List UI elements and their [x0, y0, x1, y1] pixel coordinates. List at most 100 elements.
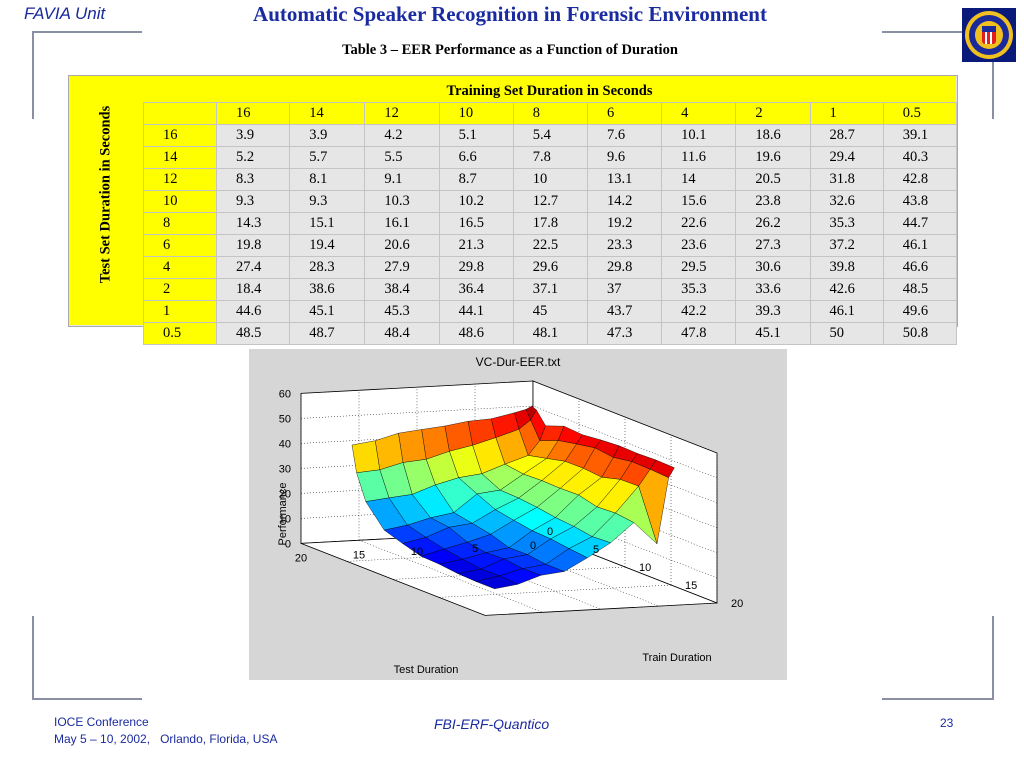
- table-cell: 39.8: [809, 256, 884, 279]
- train-tick-label: 0: [547, 526, 553, 538]
- test-duration-header: Test Set Duration in Seconds: [97, 105, 114, 284]
- table-cell: 22.6: [661, 212, 737, 235]
- table-cell: 14.3: [216, 212, 291, 235]
- table-cell: 16.1: [364, 212, 440, 235]
- conference-name: IOCE Conference: [54, 715, 149, 729]
- table-caption: Table 3 – EER Performance as a Function …: [342, 42, 678, 58]
- train-tick-label: 5: [593, 544, 599, 556]
- test-tick-label: 0: [530, 540, 536, 552]
- table-cell: 48.4: [364, 322, 440, 345]
- column-header: 8: [512, 102, 588, 125]
- table-cell: 8.1: [289, 168, 366, 191]
- table-cell: 39.3: [735, 300, 811, 323]
- table-cell: 6.6: [438, 146, 514, 169]
- table-cell: 29.5: [661, 256, 737, 279]
- table-cell: 38.4: [364, 278, 440, 301]
- table-row: 1 44.6 45.1 45.3 44.1 45 43.7 42.2 39.3 46.1 49.6: [142, 300, 958, 323]
- table-cell: 50: [809, 322, 884, 345]
- table-cell: 42.2: [661, 300, 737, 323]
- table-cell: 19.2: [586, 212, 663, 235]
- table-cell: 11.6: [661, 146, 737, 169]
- table-cell: 7.8: [512, 146, 588, 169]
- z-tick-label: 10: [279, 513, 291, 525]
- table-cell: 46.6: [882, 256, 958, 279]
- table-cell: 29.4: [809, 146, 884, 169]
- table-cell: 5.7: [289, 146, 366, 169]
- page-number: 23: [940, 716, 954, 730]
- fbi-seal-icon: [962, 8, 1016, 62]
- table-cell: 3.9: [289, 124, 366, 147]
- table-cell: 18.6: [735, 124, 811, 147]
- table-row: 2 18.4 38.6 38.4 36.4 37.1 37 35.3 33.6 42.6 48.5: [142, 278, 958, 301]
- table-cell: 23.6: [661, 234, 737, 257]
- table-row: 16 3.9 3.9 4.2 5.1 5.4 7.6 10.1 18.6 28.7 39.1: [142, 124, 958, 147]
- z-tick-label: 30: [279, 463, 291, 475]
- eer-table-container: Test Set Duration in Seconds Training Se…: [68, 75, 958, 345]
- table-cell: 45.1: [735, 322, 811, 345]
- table-cell: 44.1: [438, 300, 514, 323]
- surface-plot-panel: 0 10 20 30 40 50 60 0 5 10 15 20 0 5 10 15 20 VC-Dur-EER.…: [249, 349, 787, 680]
- table-cell: 40.3: [882, 146, 958, 169]
- table-cell: 30.6: [735, 256, 811, 279]
- table-cell: 13.1: [586, 168, 663, 191]
- table-cell: 26.2: [735, 212, 811, 235]
- row-header: 14: [142, 146, 218, 169]
- test-axis-label: Test Duration: [394, 664, 459, 676]
- table-cell: 9.6: [586, 146, 663, 169]
- test-tick-label: 20: [295, 552, 307, 564]
- frame-top-left-h: [32, 31, 142, 33]
- test-tick-label: 15: [353, 549, 365, 561]
- train-tick-label: 15: [685, 580, 697, 592]
- table-cell: 37.1: [512, 278, 588, 301]
- table-cell: 45: [512, 300, 588, 323]
- table-cell: 10.1: [661, 124, 737, 147]
- column-header: 1: [809, 102, 884, 125]
- footer-conference: IOCE Conference May 5 – 10, 2002, Orland…: [54, 714, 277, 748]
- table-cell: 8.3: [216, 168, 291, 191]
- z-tick-label: 20: [279, 488, 291, 500]
- plot-title: VC-Dur-EER.txt: [476, 355, 561, 369]
- column-header: 4: [661, 102, 737, 125]
- table-cell: 15.1: [289, 212, 366, 235]
- table-cell: 48.1: [512, 322, 588, 345]
- table-cell: 29.6: [512, 256, 588, 279]
- table-cell: 15.6: [661, 190, 737, 213]
- table-cell: 20.5: [735, 168, 811, 191]
- train-axis-label: Train Duration: [642, 652, 711, 664]
- table-cell: 45.1: [289, 300, 366, 323]
- surface-patch: [475, 575, 519, 590]
- table-cell: 42.6: [809, 278, 884, 301]
- column-header: 14: [289, 102, 366, 125]
- column-header: 2: [735, 102, 811, 125]
- table-cell: 48.5: [882, 278, 958, 301]
- table-cell: 5.4: [512, 124, 588, 147]
- table-corner: [142, 102, 218, 125]
- table-cell: 14: [661, 168, 737, 191]
- table-cell: 28.7: [809, 124, 884, 147]
- table-cell: 18.4: [216, 278, 291, 301]
- column-header: 0.5: [882, 102, 958, 125]
- unit-label: FAVIA Unit: [24, 4, 106, 23]
- frame-bottom-left-v: [32, 616, 34, 700]
- frame-bottom-left-h: [32, 698, 142, 700]
- table-cell: 49.6: [882, 300, 958, 323]
- column-header: 6: [586, 102, 663, 125]
- table-cell: 9.1: [364, 168, 440, 191]
- row-header: 16: [142, 124, 218, 147]
- table-cell: 39.1: [882, 124, 958, 147]
- table-row: 12 8.3 8.1 9.1 8.7 10 13.1 14 20.5 31.8 42.8: [142, 168, 958, 191]
- row-header: 6: [142, 234, 218, 257]
- table-cell: 43.8: [882, 190, 958, 213]
- table-cell: 19.6: [735, 146, 811, 169]
- frame-top-right-v: [992, 31, 994, 119]
- table-cell: 48.5: [216, 322, 291, 345]
- table-cell: 47.8: [661, 322, 737, 345]
- train-duration-header: Training Set Duration in Seconds: [446, 83, 653, 99]
- table-cell: 48.7: [289, 322, 366, 345]
- row-header: 10: [142, 190, 218, 213]
- test-tick-label: 10: [411, 546, 423, 558]
- table-cell: 42.8: [882, 168, 958, 191]
- table-cell: 46.1: [882, 234, 958, 257]
- table-cell: 48.6: [438, 322, 514, 345]
- frame-top-right-h: [882, 31, 994, 33]
